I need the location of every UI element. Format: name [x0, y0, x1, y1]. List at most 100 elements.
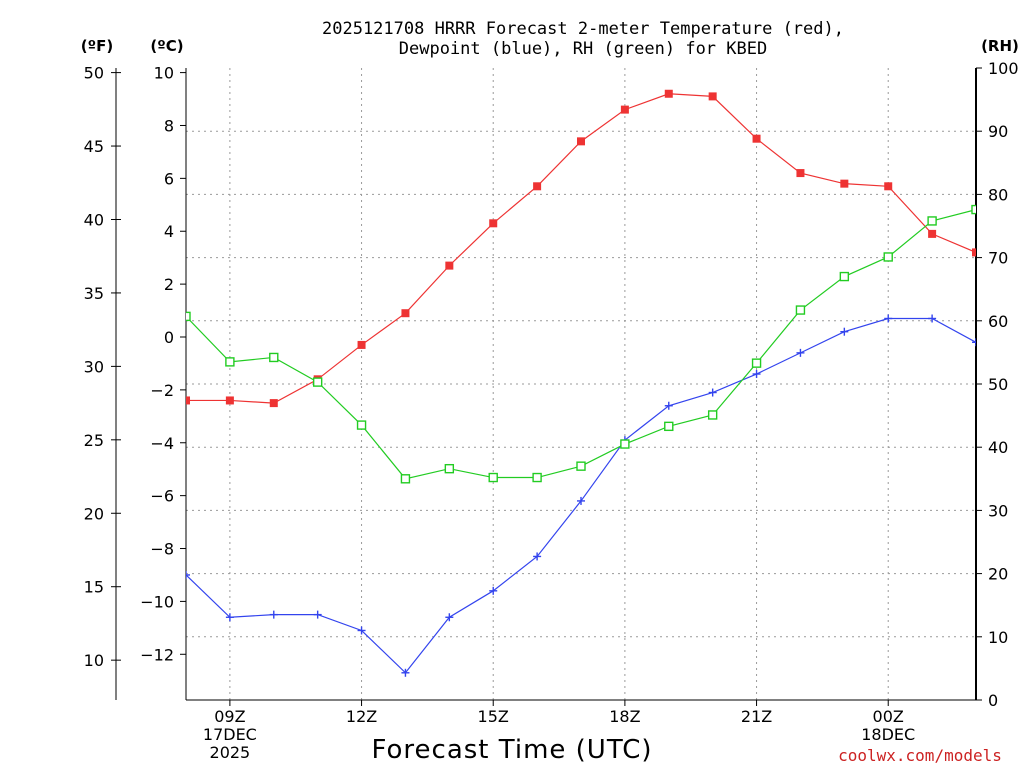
dewpoint-point-17	[928, 314, 937, 323]
f-tick-label-5: 25	[84, 431, 104, 450]
rh-tick-label-3: 70	[988, 249, 1008, 268]
f-tick-label-6: 20	[84, 504, 104, 523]
c-tick-label-9: −8	[150, 540, 174, 559]
rh-tick-label-2: 80	[988, 185, 1008, 204]
x-tick-label-2-0: 15Z	[478, 707, 509, 726]
f-tick-label-4: 30	[84, 357, 104, 376]
rh-point-3	[312, 377, 323, 387]
rh-line	[186, 208, 976, 480]
series-rh	[186, 204, 976, 484]
rh-unit-label: (RH)	[981, 37, 1019, 55]
temperature-point-16	[884, 182, 893, 191]
rh-tick-label-10: 0	[988, 691, 998, 710]
temperature-point-4	[357, 340, 366, 349]
rh-point-5	[400, 474, 411, 484]
x-tick-label-1-0: 12Z	[346, 707, 377, 726]
dewpoint-point-7	[489, 586, 498, 595]
dewpoint-point-13	[752, 370, 761, 379]
c-tick-label-0: 10	[154, 64, 174, 83]
dewpoint-line	[186, 317, 976, 674]
dewpoint-point-15	[840, 327, 849, 336]
rh-point-4	[356, 420, 367, 430]
temperature-point-9	[577, 137, 585, 146]
dewpoint-point-6	[445, 613, 454, 622]
rh-point-13	[751, 358, 762, 368]
f-tick-label-8: 10	[84, 651, 104, 670]
c-tick-label-8: −6	[150, 487, 174, 506]
f-tick-label-1: 45	[84, 137, 104, 156]
temperature-point-11	[664, 89, 673, 98]
rh-point-6	[444, 463, 455, 474]
axes	[115, 68, 977, 701]
title-line-1: 2025121708 HRRR Forecast 2-meter Tempera…	[322, 19, 844, 39]
rh-point-2	[269, 352, 279, 363]
c-tick-label-4: 2	[164, 275, 174, 294]
title-line-2: Dewpoint (blue), RH (green) for KBED	[399, 39, 767, 59]
temperature-point-7	[489, 219, 498, 228]
c-tick-label-5: 0	[164, 328, 174, 347]
temperature-point-10	[620, 105, 629, 114]
c-tick-label-10: −10	[140, 592, 174, 611]
grid	[186, 68, 976, 700]
temperature-point-1	[225, 396, 234, 405]
temperature-point-17	[928, 229, 937, 238]
rh-tick-label-0: 100	[988, 59, 1019, 78]
c-tick-label-2: 6	[164, 169, 174, 188]
x-tick-label-0-1: 17DEC	[203, 725, 257, 744]
dewpoint-point-5	[401, 668, 410, 677]
rh-tick-label-7: 30	[988, 501, 1008, 520]
rh-point-9	[576, 461, 586, 471]
rh-tick-label-5: 50	[988, 375, 1008, 394]
rh-point-16	[883, 252, 893, 262]
temperature-point-14	[796, 169, 805, 178]
rh-point-17	[927, 216, 937, 226]
rh-point-8	[532, 472, 542, 483]
x-tick-label-4-0: 21Z	[741, 707, 772, 726]
f-tick-label-2: 40	[84, 210, 104, 229]
temperature-point-6	[445, 261, 454, 270]
temperature-point-13	[752, 134, 761, 143]
fahrenheit-axis: 50 45 40 35 30 25 20 15 10	[84, 64, 121, 670]
x-axis-title: Forecast Time (UTC)	[371, 735, 652, 765]
temperature-point-15	[840, 179, 849, 188]
x-tick-label-0-0: 09Z	[214, 707, 245, 726]
rh-tick-label-1: 90	[988, 122, 1008, 141]
f-tick-label-7: 15	[84, 578, 104, 597]
rh-point-0	[186, 311, 191, 322]
dewpoint-point-3	[313, 610, 322, 619]
celsius-unit-label: (ºC)	[150, 37, 183, 55]
rh-tick-label-9: 10	[988, 628, 1008, 647]
x-tick-label-5-0: 00Z	[873, 707, 904, 726]
plot-area	[186, 89, 976, 677]
rh-tick-label-4: 60	[988, 312, 1008, 331]
temperature-point-5	[401, 309, 410, 318]
celsius-axis: 10 8 6 4 2 0 −2 −4 −6 −8 −10 −12	[140, 64, 186, 664]
dewpoint-point-9	[577, 496, 585, 505]
dewpoint-point-18	[972, 338, 976, 347]
c-tick-label-1: 8	[164, 116, 174, 135]
temperature-point-18	[972, 248, 976, 257]
dewpoint-point-1	[225, 613, 234, 622]
x-tick-label-0-2: 2025	[210, 743, 251, 762]
rh-point-15	[839, 271, 850, 282]
fahrenheit-unit-label: (ºF)	[81, 37, 113, 55]
dewpoint-point-2	[269, 610, 278, 619]
temperature-point-12	[708, 92, 717, 101]
credit-text: coolwx.com/models	[838, 746, 1002, 765]
dewpoint-point-0	[186, 570, 190, 579]
temperature-point-8	[533, 182, 542, 191]
series-dewpoint	[186, 314, 976, 677]
x-tick-label-5-1: 18DEC	[861, 725, 915, 744]
rh-point-7	[488, 472, 498, 483]
rh-point-1	[225, 357, 235, 367]
rh-point-12	[707, 410, 718, 420]
dewpoint-point-4	[357, 626, 366, 635]
rh-tick-label-6: 40	[988, 438, 1008, 457]
dewpoint-point-14	[796, 348, 805, 357]
rh-point-14	[795, 305, 806, 315]
dewpoint-point-8	[533, 552, 542, 561]
dewpoint-point-12	[708, 388, 717, 397]
